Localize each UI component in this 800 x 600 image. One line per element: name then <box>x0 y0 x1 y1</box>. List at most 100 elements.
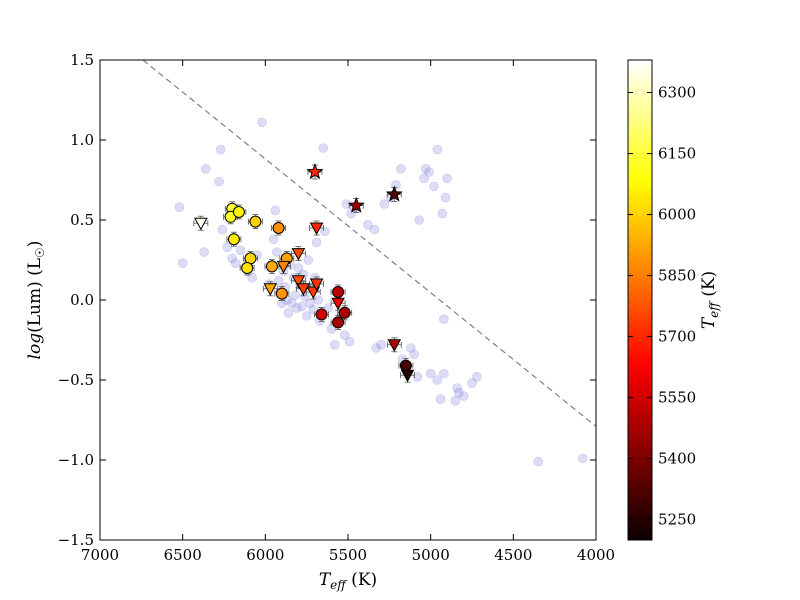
background-point <box>437 208 448 219</box>
background-point <box>379 199 390 209</box>
background-point <box>376 339 386 350</box>
circle-point <box>315 308 328 321</box>
background-point <box>453 387 464 398</box>
background-point <box>363 220 373 230</box>
x-tick-label: 7000 <box>81 546 119 564</box>
colorbar-ticks: 5250 5400 5550 5700 5850 6000 6150 6300 <box>628 84 696 529</box>
background-point <box>371 343 381 353</box>
plot-area <box>100 60 596 540</box>
background-point <box>296 301 307 312</box>
star-point <box>347 196 365 213</box>
y-tick-label: 1.5 <box>70 51 94 69</box>
x-tick-label: 6000 <box>246 546 284 564</box>
circle-point <box>249 215 262 228</box>
background-point <box>439 314 449 325</box>
background-point <box>308 304 319 315</box>
background-point <box>305 298 315 309</box>
background-point <box>346 208 357 219</box>
background-point <box>339 330 350 341</box>
y-tick-label: −0.5 <box>58 371 94 389</box>
background-point <box>442 173 453 184</box>
circle-point <box>332 286 345 298</box>
background-point <box>291 303 302 313</box>
background-point <box>439 368 449 379</box>
triangle-point <box>331 297 345 311</box>
y-axis: −1.5 −1.0 −0.5 0.0 0.5 1.0 1.5 <box>58 51 596 549</box>
background-point <box>257 117 267 128</box>
background-point <box>320 226 330 236</box>
colorbar-tick-label: 5700 <box>658 328 696 346</box>
reference-dashed-line <box>142 60 596 427</box>
star-point <box>385 185 403 202</box>
background-point <box>313 295 324 305</box>
background-point <box>177 258 188 269</box>
star-point <box>306 163 324 180</box>
triangle-point <box>387 339 402 352</box>
background-point <box>268 234 279 244</box>
triangle-point <box>263 283 278 296</box>
x-tick-label: 4500 <box>494 546 532 564</box>
colorbar-label: Teff (K) <box>699 271 721 329</box>
background-point <box>283 307 294 318</box>
background-point <box>419 173 429 184</box>
background-point <box>293 263 304 273</box>
circle-point <box>338 306 351 319</box>
background-point <box>273 275 284 286</box>
circle-point <box>232 206 245 218</box>
background-point <box>201 164 211 174</box>
colorbar-tick-label: 6300 <box>658 84 696 102</box>
background-point <box>577 453 588 464</box>
triangle-point <box>309 278 324 292</box>
background-point <box>217 224 228 235</box>
background-point <box>344 336 355 347</box>
background-point <box>227 253 238 264</box>
circle-point <box>272 222 285 234</box>
background-point <box>272 247 282 257</box>
colorbar-tick-label: 5850 <box>658 267 696 285</box>
background-point <box>435 394 446 405</box>
background-point <box>425 368 436 379</box>
x-tick-label: 6500 <box>164 546 202 564</box>
background-point <box>301 311 312 321</box>
background-point <box>450 395 461 406</box>
background-point <box>406 343 416 353</box>
triangle-point <box>194 217 208 231</box>
background-point <box>458 391 469 401</box>
background-point <box>467 378 477 389</box>
x-tick-label: 5500 <box>329 546 367 564</box>
colorbar-tick-label: 6000 <box>658 206 696 224</box>
circle-point <box>241 262 254 274</box>
colorbar <box>627 59 653 541</box>
x-tick-label: 5000 <box>412 546 450 564</box>
triangle-point <box>291 275 306 288</box>
y-tick-label: 0.0 <box>70 291 94 309</box>
background-point <box>440 192 451 203</box>
background-point <box>214 176 224 187</box>
background-point <box>215 144 226 155</box>
background-point <box>303 255 314 265</box>
colorbar-tick-label: 5250 <box>658 511 696 529</box>
background-point <box>409 349 419 360</box>
background-point <box>230 258 241 269</box>
circle-point <box>265 260 278 273</box>
triangle-point <box>296 283 311 296</box>
circle-point <box>399 359 412 372</box>
triangle-point <box>291 248 306 261</box>
x-axis: 7000 6500 6000 5500 5000 4500 4000 <box>81 60 615 564</box>
background-point <box>174 202 185 212</box>
background-points-layer <box>174 117 588 467</box>
colorbar-tick-label: 5550 <box>658 389 696 407</box>
background-point <box>429 181 439 192</box>
circle-point <box>332 316 345 329</box>
background-point <box>290 290 300 301</box>
background-point <box>432 144 443 155</box>
x-tick-label: 4000 <box>577 546 615 564</box>
y-tick-label: 0.5 <box>70 211 94 229</box>
background-point <box>270 205 281 216</box>
background-point <box>414 215 424 225</box>
background-point <box>311 237 322 248</box>
colorbar-tick-label: 6150 <box>658 145 696 163</box>
background-point <box>222 242 233 252</box>
background-point <box>533 456 543 467</box>
triangle-point <box>309 222 324 236</box>
